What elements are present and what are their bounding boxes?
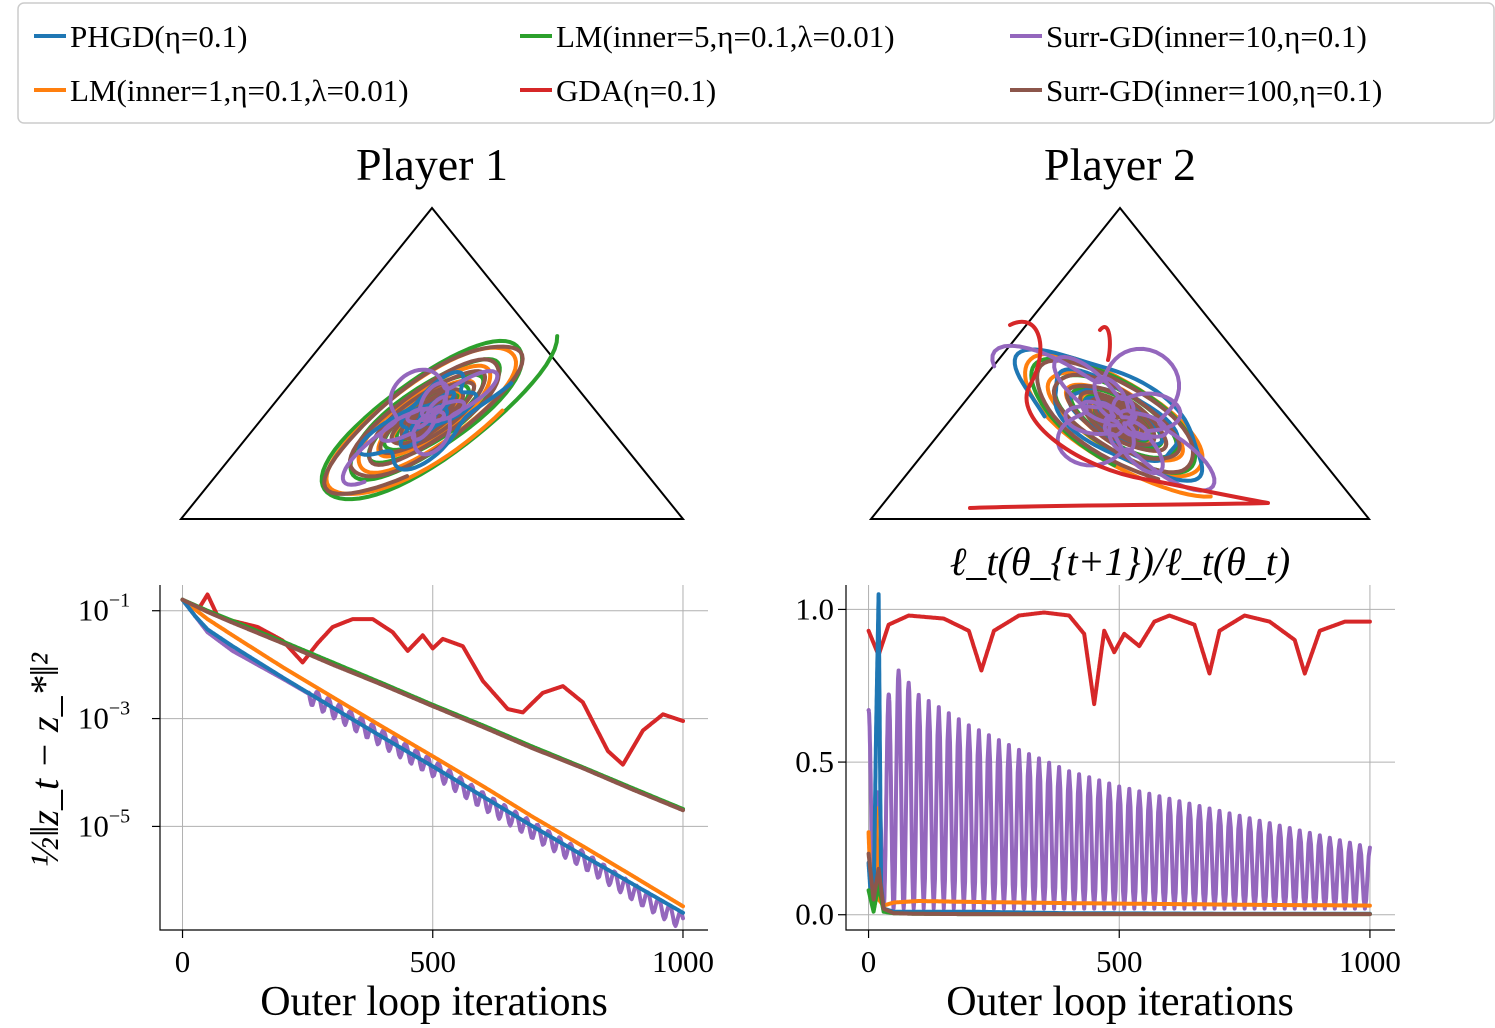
- simplex-triangle: [178, 206, 686, 520]
- y-tick-exponent: −1: [109, 590, 130, 612]
- simplex-trajectories-player-1: [319, 334, 560, 502]
- trajectory-gda-loop: [1098, 325, 1112, 362]
- y-tick-exponent: −3: [109, 698, 130, 720]
- legend-item-phgd: PHGD(η=0.1): [34, 19, 248, 54]
- legend-label: LM(inner=1,η=0.1,λ=0.01): [70, 73, 409, 108]
- x-tick-label: 1000: [652, 944, 714, 979]
- y-axis-label: ½‖z_t − z_*‖²: [22, 652, 67, 867]
- legend-item-surr100: Surr-GD(inner=100,η=0.1): [1010, 73, 1382, 108]
- x-axis-label: Outer loop iterations: [260, 979, 608, 1025]
- simplex-title-player-1: Player 1: [356, 139, 508, 190]
- legend-item-lm5: LM(inner=5,η=0.1,λ=0.01): [520, 19, 895, 54]
- legend-label: Surr-GD(inner=100,η=0.1): [1046, 73, 1382, 108]
- simplex-triangle: [868, 206, 1372, 520]
- y-tick-base: 10: [78, 593, 109, 628]
- x-tick-label: 500: [1096, 944, 1143, 979]
- simplex-panel-player-2: Player 2: [868, 139, 1372, 520]
- x-axis-label: Outer loop iterations: [946, 979, 1294, 1025]
- x-tick-label: 500: [409, 944, 456, 979]
- loss-ratio-plot: ℓ_t(θ_{t+1})/ℓ_t(θ_t) 0 500 10000.00.51.0 …: [795, 539, 1401, 1025]
- trajectory-surr10: [990, 343, 1217, 493]
- svg-text:½‖z_t − z_*‖²: ½‖z_t − z_*‖²: [22, 652, 67, 867]
- series-line-surr100: [180, 597, 685, 813]
- legend-label: LM(inner=5,η=0.1,λ=0.01): [556, 19, 895, 54]
- y-tick-exponent: −5: [109, 805, 130, 827]
- legend: PHGD(η=0.1) LM(inner=1,η=0.1,λ=0.01) LM(in…: [17, 2, 1495, 124]
- y-tick-label: 1.0: [795, 591, 834, 626]
- x-tick-label: 0: [175, 944, 191, 979]
- series-line-surr100: [866, 851, 1372, 917]
- y-tick-base: 10: [78, 808, 109, 843]
- legend-item-lm1: LM(inner=1,η=0.1,λ=0.01): [34, 73, 409, 108]
- series-line-gda: [866, 610, 1372, 707]
- axis-spines: [159, 585, 708, 931]
- simplex-trajectories-player-2: [968, 319, 1270, 510]
- y-tick-label: 0.5: [795, 744, 834, 779]
- series-line-lm1: [180, 597, 685, 909]
- legend-label: PHGD(η=0.1): [70, 19, 248, 54]
- simplex-panel-player-1: Player 1: [178, 139, 686, 520]
- y-tick-label: 10−3: [78, 698, 130, 736]
- axis-spines: [845, 585, 1395, 931]
- x-tick-label: 0: [861, 944, 877, 979]
- y-tick-label: 10−5: [78, 805, 130, 843]
- legend-item-gda: GDA(η=0.1): [520, 73, 716, 108]
- y-tick-base: 10: [78, 701, 109, 736]
- loss-ratio-title: ℓ_t(θ_{t+1})/ℓ_t(θ_t): [950, 539, 1290, 584]
- legend-frame: [17, 2, 1495, 124]
- legend-item-surr10: Surr-GD(inner=10,η=0.1): [1010, 19, 1367, 54]
- legend-label: GDA(η=0.1): [556, 73, 716, 108]
- series-line-phgd: [180, 597, 685, 915]
- series-line-gda: [180, 592, 685, 767]
- y-tick-label: 0.0: [795, 897, 834, 932]
- legend-label: Surr-GD(inner=10,η=0.1): [1046, 19, 1367, 54]
- trajectory-surr10: [340, 367, 500, 487]
- trajectory-gda: [968, 319, 1270, 510]
- y-tick-label: 10−1: [78, 590, 130, 628]
- simplex-title-player-2: Player 2: [1044, 139, 1196, 190]
- x-tick-label: 1000: [1339, 944, 1401, 979]
